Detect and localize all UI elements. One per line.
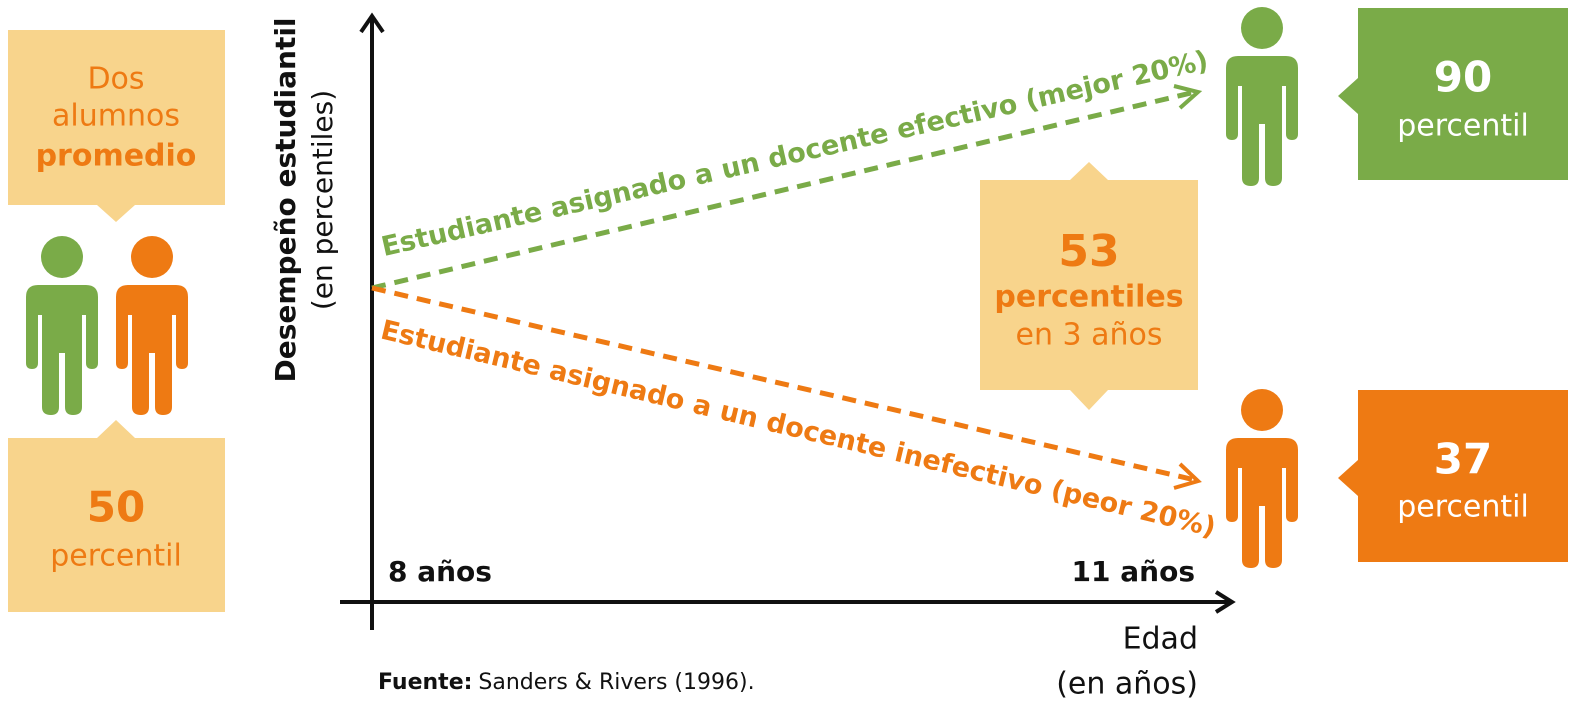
y-axis-subtitle: (en percentiles) [306, 90, 339, 310]
x-axis-title: Edad [1123, 622, 1198, 657]
arrow [1214, 590, 1236, 614]
callout-box [1338, 8, 1568, 180]
source-label: Fuente: [378, 670, 472, 695]
text: promedio [36, 139, 197, 174]
text: Dos [87, 62, 144, 97]
trend-line [371, 285, 1196, 483]
x-label: 8 años [388, 555, 492, 588]
arrow [1173, 84, 1203, 110]
value: 90 [1434, 53, 1492, 102]
text: alumnos [52, 99, 180, 134]
unit: percentil [50, 539, 182, 574]
unit: percentil [1397, 490, 1529, 525]
arrow [359, 12, 385, 34]
x-axis-subtitle: (en años) [1056, 667, 1198, 702]
person-icon [116, 236, 188, 415]
unit: percentiles [994, 280, 1183, 315]
source: Fuente: Sanders & Rivers (1996). [378, 670, 755, 695]
callout-box [1338, 390, 1568, 562]
callout-box [8, 30, 225, 222]
person-icon [1226, 7, 1298, 186]
value: 50 [87, 483, 145, 532]
person-icon [1226, 389, 1298, 568]
callout-box [980, 162, 1198, 410]
callout-box [8, 420, 225, 612]
arrow [1173, 462, 1202, 490]
text: en 3 años [1015, 318, 1162, 353]
x-label: 11 años [1072, 555, 1195, 588]
person-icon [26, 236, 98, 415]
source-text: Sanders & Rivers (1996). [478, 670, 754, 695]
value: 37 [1434, 435, 1492, 484]
unit: percentil [1397, 109, 1529, 144]
y-axis-title: Desempeño estudiantil [269, 17, 302, 382]
value: 53 [1058, 226, 1119, 277]
trend-line [371, 89, 1196, 291]
